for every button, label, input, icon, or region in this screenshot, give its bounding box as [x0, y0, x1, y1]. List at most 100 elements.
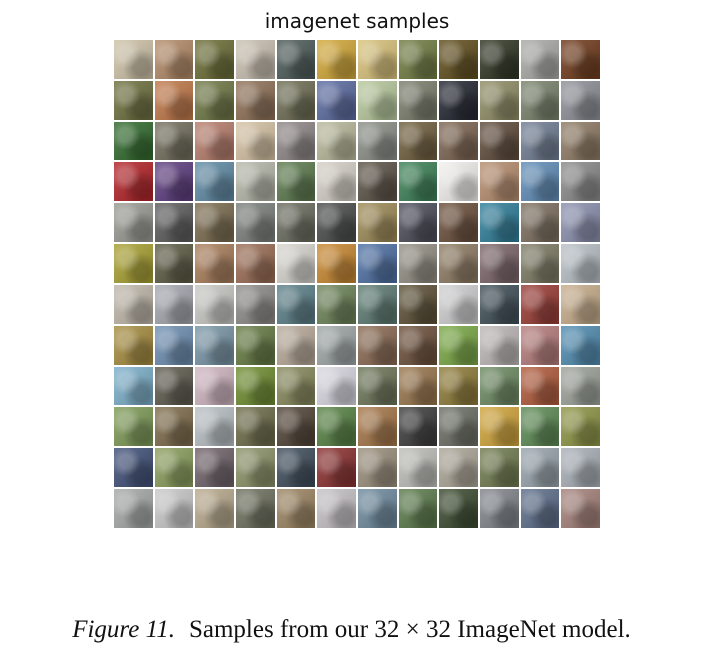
sample-tile	[317, 40, 356, 79]
sample-tile	[358, 407, 397, 447]
figure-caption: Figure 11. Samples from our 32 × 32 Image…	[0, 614, 703, 646]
sample-tile	[317, 325, 356, 365]
sample-tile	[439, 407, 478, 447]
sample-tile	[195, 162, 234, 202]
sample-tile	[236, 325, 275, 365]
sample-tile	[236, 162, 275, 202]
sample-tile	[480, 162, 519, 202]
sample-tile	[358, 325, 397, 365]
sample-tile	[276, 40, 316, 79]
sample-tile	[154, 80, 194, 120]
sample-tile	[195, 489, 234, 528]
sample-tile	[317, 244, 356, 283]
sample-tile	[561, 121, 600, 161]
sample-tile	[398, 325, 438, 365]
figure-caption-label: Figure 11.	[72, 616, 175, 643]
sample-tile	[561, 284, 600, 324]
sample-tile	[195, 121, 234, 161]
sample-tile	[195, 40, 234, 79]
sample-tile	[439, 448, 478, 488]
sample-tile	[561, 407, 600, 447]
sample-tile	[398, 284, 438, 324]
sample-tile	[195, 407, 234, 447]
sample-tile	[195, 244, 234, 283]
sample-tile	[154, 448, 194, 488]
sample-tile	[276, 284, 316, 324]
sample-tile	[276, 448, 316, 488]
sample-tile	[520, 203, 560, 243]
image-sample-grid	[114, 40, 600, 528]
sample-tile	[520, 284, 560, 324]
sample-tile	[561, 489, 600, 528]
sample-tile	[114, 325, 153, 365]
sample-tile	[236, 448, 275, 488]
sample-tile	[439, 325, 478, 365]
sample-tile	[154, 244, 194, 283]
sample-tile	[236, 489, 275, 528]
sample-tile	[154, 407, 194, 447]
sample-tile	[317, 489, 356, 528]
sample-tile	[276, 162, 316, 202]
sample-tile	[236, 366, 275, 406]
sample-tile	[561, 203, 600, 243]
sample-tile	[236, 80, 275, 120]
sample-tile	[236, 244, 275, 283]
sample-tile	[317, 366, 356, 406]
sample-tile	[520, 366, 560, 406]
sample-tile	[480, 448, 519, 488]
sample-tile	[154, 121, 194, 161]
sample-tile	[154, 162, 194, 202]
sample-tile	[195, 325, 234, 365]
sample-tile	[398, 489, 438, 528]
sample-tile	[358, 366, 397, 406]
sample-tile	[358, 121, 397, 161]
sample-tile	[439, 40, 478, 79]
sample-tile	[520, 121, 560, 161]
sample-tile	[439, 244, 478, 283]
sample-tile	[317, 121, 356, 161]
sample-tile	[114, 203, 153, 243]
sample-tile	[276, 489, 316, 528]
sample-tile	[398, 407, 438, 447]
sample-tile	[480, 40, 519, 79]
sample-tile	[480, 489, 519, 528]
sample-tile	[480, 121, 519, 161]
sample-tile	[439, 284, 478, 324]
sample-tile	[236, 284, 275, 324]
sample-tile	[114, 162, 153, 202]
sample-tile	[439, 203, 478, 243]
sample-tile	[398, 80, 438, 120]
sample-tile	[561, 162, 600, 202]
sample-tile	[398, 448, 438, 488]
sample-tile	[317, 448, 356, 488]
sample-tile	[520, 325, 560, 365]
sample-tile	[439, 121, 478, 161]
sample-tile	[358, 448, 397, 488]
sample-tile	[561, 40, 600, 79]
sample-tile	[439, 366, 478, 406]
sample-tile	[114, 121, 153, 161]
sample-tile	[114, 244, 153, 283]
sample-tile	[195, 80, 234, 120]
sample-tile	[195, 203, 234, 243]
sample-tile	[398, 366, 438, 406]
sample-tile	[236, 407, 275, 447]
sample-tile	[561, 366, 600, 406]
sample-tile	[520, 40, 560, 79]
sample-tile	[195, 366, 234, 406]
sample-tile	[317, 80, 356, 120]
sample-tile	[195, 284, 234, 324]
sample-tile	[236, 121, 275, 161]
sample-tile	[561, 244, 600, 283]
sample-tile	[317, 203, 356, 243]
sample-tile	[398, 121, 438, 161]
sample-tile	[276, 80, 316, 120]
sample-tile	[398, 162, 438, 202]
sample-tile	[236, 40, 275, 79]
sample-tile	[520, 489, 560, 528]
sample-tile	[114, 448, 153, 488]
sample-tile	[276, 366, 316, 406]
sample-tile	[114, 366, 153, 406]
sample-tile	[276, 203, 316, 243]
sample-tile	[561, 325, 600, 365]
